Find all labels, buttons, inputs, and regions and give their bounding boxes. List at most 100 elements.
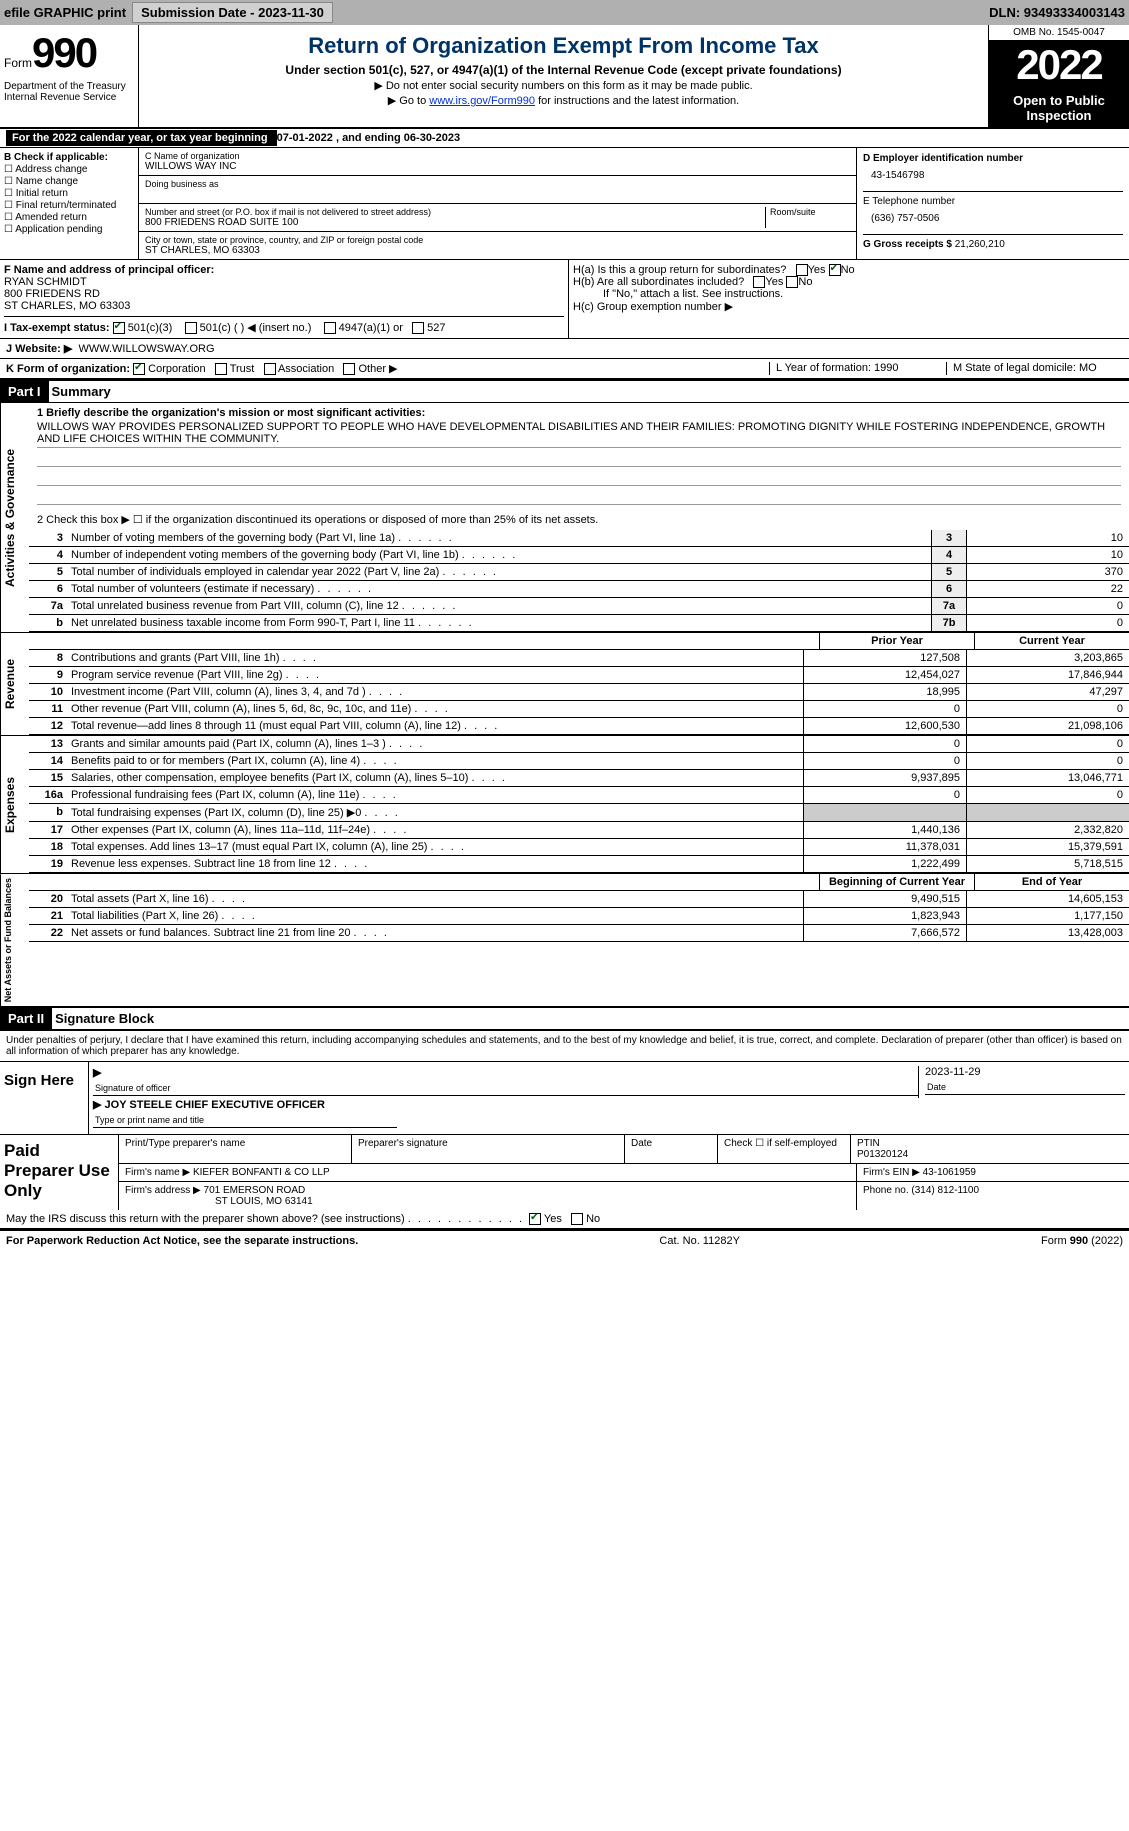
submission-date-button[interactable]: Submission Date - 2023-11-30 bbox=[132, 2, 333, 23]
firm-addr-label: Firm's address ▶ bbox=[125, 1185, 201, 1196]
discuss-yes[interactable] bbox=[529, 1213, 541, 1225]
state-domicile: M State of legal domicile: MO bbox=[946, 362, 1123, 375]
org-address: 800 FRIEDENS ROAD SUITE 100 bbox=[145, 217, 298, 228]
declaration-text: Under penalties of perjury, I declare th… bbox=[0, 1030, 1129, 1061]
tel-label: E Telephone number bbox=[863, 196, 955, 207]
sig-date: 2023-11-29 bbox=[925, 1066, 980, 1078]
discuss-no[interactable] bbox=[571, 1213, 583, 1225]
chk-address-change[interactable]: ☐ Address change bbox=[4, 164, 134, 175]
room-label: Room/suite bbox=[770, 207, 850, 217]
officer-addr1: 800 FRIEDENS RD bbox=[4, 288, 100, 300]
phone-value: (314) 812-1100 bbox=[911, 1185, 979, 1196]
chk-amended[interactable]: ☐ Amended return bbox=[4, 212, 134, 223]
current-year-hdr: Current Year bbox=[974, 633, 1129, 649]
page-footer: For Paperwork Reduction Act Notice, see … bbox=[0, 1229, 1129, 1251]
section-c: C Name of organizationWILLOWS WAY INC Do… bbox=[139, 148, 857, 259]
part2-bar: Part II Signature Block bbox=[0, 1006, 1129, 1030]
begin-year-hdr: Beginning of Current Year bbox=[819, 874, 974, 890]
form-year-block: OMB No. 1545-0047 2022 Open to Public In… bbox=[988, 25, 1129, 127]
cal-end: 06-30-2023 bbox=[404, 132, 460, 144]
phone-label: Phone no. bbox=[863, 1185, 909, 1196]
cal-begin: 07-01-2022 bbox=[277, 132, 333, 144]
row-9: 9Program service revenue (Part VIII, lin… bbox=[29, 667, 1129, 684]
gov-row-b: bNet unrelated business taxable income f… bbox=[29, 615, 1129, 632]
tax-status-label: I Tax-exempt status: bbox=[4, 322, 110, 334]
row-17: 17Other expenses (Part IX, column (A), l… bbox=[29, 822, 1129, 839]
dln-label: DLN: 93493334003143 bbox=[989, 5, 1125, 20]
chk-501c[interactable] bbox=[185, 322, 197, 334]
row-18: 18Total expenses. Add lines 13–17 (must … bbox=[29, 839, 1129, 856]
row-20: 20Total assets (Part X, line 16) . . . .… bbox=[29, 891, 1129, 908]
gov-row-4: 4Number of independent voting members of… bbox=[29, 547, 1129, 564]
ha-label: H(a) Is this a group return for subordin… bbox=[573, 264, 786, 276]
chk-assoc[interactable] bbox=[264, 363, 276, 375]
tel-value: (636) 757-0506 bbox=[863, 209, 1123, 232]
sign-here-label: Sign Here bbox=[0, 1062, 89, 1134]
addr-label: Number and street (or P.O. box if mail i… bbox=[145, 207, 765, 217]
chk-initial-return[interactable]: ☐ Initial return bbox=[4, 188, 134, 199]
officer-name: RYAN SCHMIDT bbox=[4, 276, 87, 288]
ptin-value: P01320124 bbox=[857, 1149, 908, 1160]
form-word: Form bbox=[4, 56, 32, 70]
ha-yes[interactable] bbox=[796, 264, 808, 276]
sig-officer-label: Signature of officer bbox=[93, 1081, 918, 1096]
gov-row-3: 3Number of voting members of the governi… bbox=[29, 530, 1129, 547]
officer-printed-name: JOY STEELE CHIEF EXECUTIVE OFFICER bbox=[105, 1099, 325, 1111]
open-to-public: Open to Public Inspection bbox=[989, 89, 1129, 127]
section-bcd: B Check if applicable: ☐ Address change … bbox=[0, 148, 1129, 260]
form-subtitle: Under section 501(c), 527, or 4947(a)(1)… bbox=[143, 63, 984, 77]
form-990-page: efile GRAPHIC print Submission Date - 20… bbox=[0, 0, 1129, 1251]
ha-no[interactable] bbox=[829, 264, 841, 276]
row-k: K Form of organization: Corporation Trus… bbox=[0, 359, 1129, 379]
form-header: Form990 Department of the Treasury Inter… bbox=[0, 25, 1129, 129]
section-fgh: F Name and address of principal officer:… bbox=[0, 260, 1129, 339]
org-name: WILLOWS WAY INC bbox=[145, 161, 237, 172]
footer-mid: Cat. No. 11282Y bbox=[659, 1235, 740, 1247]
chk-501c3[interactable] bbox=[113, 322, 125, 334]
hb-label: H(b) Are all subordinates included? bbox=[573, 276, 744, 288]
form-number: 990 bbox=[32, 29, 96, 76]
row-8: 8Contributions and grants (Part VIII, li… bbox=[29, 650, 1129, 667]
part1-bar: Part I Summary bbox=[0, 379, 1129, 403]
opt-501c: 501(c) ( ) ◀ (insert no.) bbox=[200, 322, 312, 334]
name-label: Type or print name and title bbox=[93, 1113, 397, 1128]
mission-text: WILLOWS WAY PROVIDES PERSONALIZED SUPPOR… bbox=[37, 419, 1121, 448]
cal-year-a: For the 2022 calendar year, or tax year … bbox=[12, 132, 271, 144]
gov-row-7a: 7aTotal unrelated business revenue from … bbox=[29, 598, 1129, 615]
form-number-block: Form990 Department of the Treasury Inter… bbox=[0, 25, 139, 127]
sign-here-row: Sign Here ▶Signature of officer 2023-11-… bbox=[0, 1061, 1129, 1134]
chk-other[interactable] bbox=[343, 363, 355, 375]
form-org-label: K Form of organization: bbox=[6, 363, 130, 375]
part1-hdr: Part I bbox=[0, 381, 49, 402]
hb-note: If "No," attach a list. See instructions… bbox=[573, 288, 1125, 300]
chk-trust[interactable] bbox=[215, 363, 227, 375]
form-note-1: ▶ Do not enter social security numbers o… bbox=[145, 79, 982, 92]
chk-final-return[interactable]: ☐ Final return/terminated bbox=[4, 200, 134, 211]
chk-app-pending[interactable]: ☐ Application pending bbox=[4, 224, 134, 235]
firm-addr1: 701 EMERSON ROAD bbox=[204, 1185, 306, 1196]
city-label: City or town, state or province, country… bbox=[145, 235, 850, 245]
firm-name: KIEFER BONFANTI & CO LLP bbox=[193, 1167, 330, 1178]
revenue-col-hdr: Prior Year Current Year bbox=[29, 633, 1129, 650]
row-22: 22Net assets or fund balances. Subtract … bbox=[29, 925, 1129, 942]
discuss-row: May the IRS discuss this return with the… bbox=[0, 1210, 1129, 1229]
firm-ein: 43-1061959 bbox=[923, 1167, 976, 1178]
chk-527[interactable] bbox=[412, 322, 424, 334]
firm-ein-label: Firm's EIN ▶ bbox=[863, 1167, 920, 1178]
chk-corp[interactable] bbox=[133, 363, 145, 375]
chk-name-change[interactable]: ☐ Name change bbox=[4, 176, 134, 187]
form-title: Return of Organization Exempt From Incom… bbox=[143, 33, 984, 59]
chk-4947[interactable] bbox=[324, 322, 336, 334]
hb-no[interactable] bbox=[786, 276, 798, 288]
discuss-text: May the IRS discuss this return with the… bbox=[6, 1213, 405, 1225]
irs-link[interactable]: www.irs.gov/Form990 bbox=[429, 95, 535, 107]
tax-year: 2022 bbox=[989, 41, 1129, 89]
footer-right: Form 990 (2022) bbox=[1041, 1235, 1123, 1247]
row-j: J Website: ▶ WWW.WILLOWSWAY.ORG bbox=[0, 339, 1129, 359]
row-12: 12Total revenue—add lines 8 through 11 (… bbox=[29, 718, 1129, 735]
website-label: J Website: ▶ bbox=[6, 343, 72, 355]
governance-side-label: Activities & Governance bbox=[0, 403, 29, 632]
netassets-col-hdr: Beginning of Current Year End of Year bbox=[29, 874, 1129, 891]
revenue-side-label: Revenue bbox=[0, 633, 29, 735]
hb-yes[interactable] bbox=[753, 276, 765, 288]
